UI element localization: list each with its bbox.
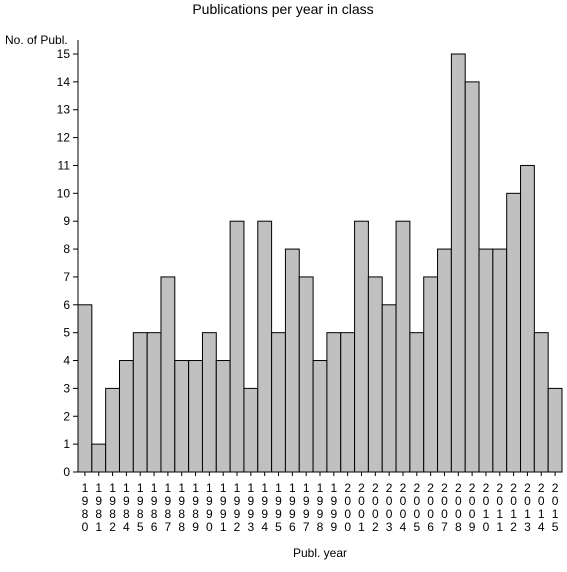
y-tick-label-13: 13: [57, 103, 71, 117]
bar-2004: [395, 220, 411, 473]
y-tick-label-9: 9: [63, 214, 70, 228]
bar-1982: [105, 387, 120, 473]
y-tick-label-1: 1: [63, 437, 70, 451]
y-tick-label-11: 11: [58, 158, 71, 172]
y-tick-label-14: 14: [57, 75, 71, 89]
y-tick-label-12: 12: [57, 131, 71, 145]
bar-2009: [464, 81, 480, 473]
bar-1994: [257, 220, 273, 473]
y-tick-label-2: 2: [63, 409, 70, 423]
x-axis-label: Publ. year: [293, 546, 347, 560]
y-tick-label-5: 5: [63, 326, 70, 340]
bar-1996: [284, 248, 300, 473]
bar-1986: [146, 332, 162, 473]
bar-1985: [132, 332, 148, 473]
bar-2008: [450, 53, 466, 473]
y-axis-label: No. of Publ.: [5, 33, 68, 47]
y-tick-label-15: 15: [57, 47, 71, 61]
bar-1991: [215, 360, 231, 473]
bar-1997: [298, 276, 314, 473]
bar-1988: [174, 360, 190, 473]
bar-1980: [77, 304, 93, 473]
bar-1999: [326, 332, 342, 473]
bar-2000: [340, 332, 356, 473]
bar-1981: [91, 443, 107, 473]
bar-2013: [520, 164, 535, 473]
y-tick-label-7: 7: [63, 270, 70, 284]
bar-1992: [229, 220, 245, 473]
y-tick-label-3: 3: [63, 381, 70, 395]
y-tick-label-0: 0: [63, 465, 70, 479]
bar-2002: [367, 276, 383, 473]
bar-1987: [160, 276, 176, 473]
bar-2011: [492, 248, 508, 473]
bar-1993: [243, 387, 259, 473]
y-tick-label-8: 8: [63, 242, 70, 256]
bar-1995: [271, 332, 286, 473]
bar-2007: [437, 248, 452, 473]
bar-2006: [423, 276, 439, 473]
bar-2012: [506, 192, 522, 473]
y-tick-label-4: 4: [63, 354, 70, 368]
chart-title: Publications per year in class: [192, 1, 373, 17]
bar-2001: [354, 220, 369, 473]
bar-2015: [547, 387, 563, 473]
bar-1990: [201, 332, 217, 473]
bars-layer: [77, 53, 563, 473]
bar-2003: [381, 304, 397, 473]
bar-2010: [478, 248, 494, 473]
x-ticks-layer: 1 9 8 0 1 9 8 1 1 9 8 2 1 9 8 4 1 9 8 5 1 9 8 6 1 9 8 7 1 9 8 8 1 9 8 9 1 9 9 0…: [82, 472, 559, 534]
bar-2005: [409, 332, 425, 473]
bar-2014: [533, 332, 549, 473]
y-tick-label-6: 6: [63, 298, 70, 312]
bar-1989: [188, 360, 203, 473]
bar-1998: [312, 360, 328, 473]
y-tick-label-10: 10: [57, 186, 71, 200]
bar-1984: [118, 360, 134, 473]
